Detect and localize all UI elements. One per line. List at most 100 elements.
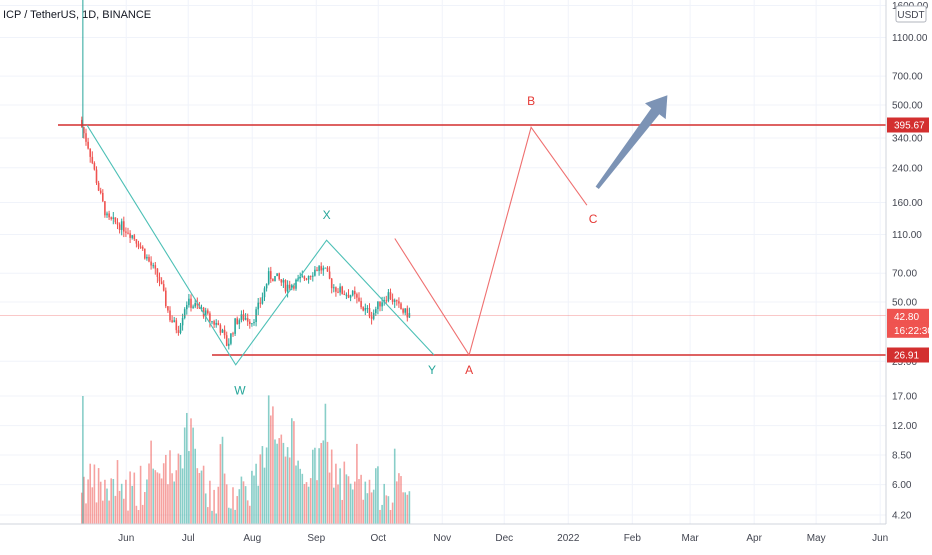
volume-bar (383, 483, 386, 524)
volume-bar (120, 483, 123, 524)
volume-bar (87, 479, 89, 524)
price-axis[interactable]: 1600.001100.00700.00500.00340.00240.0016… (892, 1, 929, 522)
candle-body (219, 325, 222, 333)
x-tick-label: Nov (433, 533, 451, 544)
volume-bar (234, 509, 236, 524)
wave-label-b: B (527, 94, 535, 108)
candle-body (301, 276, 304, 278)
x-tick-label: Jul (182, 533, 195, 544)
candle-body (341, 286, 344, 294)
volume-bar (261, 446, 264, 524)
candle-body (85, 133, 87, 142)
volume-bar (305, 482, 308, 524)
candle-body (312, 275, 314, 277)
price-tag-box (887, 322, 929, 338)
candle-body (246, 318, 249, 322)
y-tick-label: 340.00 (892, 133, 923, 144)
candle-body (288, 284, 291, 289)
volume-bar (400, 476, 402, 524)
candle-body (404, 308, 407, 313)
y-tick-label: 50.00 (892, 297, 917, 308)
volume-bar (267, 395, 270, 524)
price-tag-label: 42.80 (894, 312, 919, 323)
candle-body (108, 213, 110, 218)
price-tag-label: 26.91 (894, 351, 919, 362)
volume-bar (236, 496, 239, 524)
drawings: W X Y A B C (0, 94, 886, 397)
price-tag-box (887, 347, 929, 363)
volume-bar (102, 500, 104, 524)
candle-body (114, 217, 117, 223)
volume-bar (221, 436, 224, 524)
candle-body (372, 313, 375, 319)
volume-bar (274, 439, 276, 524)
volume-bar (183, 427, 186, 524)
currency-badge[interactable]: USDT (895, 5, 927, 23)
candle-body (154, 265, 157, 269)
volume-bar (194, 448, 197, 524)
candle-body (318, 266, 320, 271)
volume-bar (368, 479, 371, 524)
volume-bar (265, 447, 268, 524)
candle-body (316, 269, 318, 271)
candle-body (274, 276, 276, 282)
volume-bar (251, 470, 253, 524)
candle-body (183, 309, 186, 318)
candle-body (192, 306, 194, 308)
volume-bar (322, 440, 325, 524)
candle-body (251, 323, 253, 325)
time-axis[interactable]: Jun Jul Aug Sep Oct Nov Dec 2022 Feb Mar Apr May Jun (118, 533, 888, 544)
candle-body (368, 308, 371, 317)
candle-body (358, 297, 360, 301)
volume-bar (337, 484, 339, 524)
volume-bar (364, 481, 367, 524)
volume-bar (118, 490, 121, 524)
candle-body (146, 256, 148, 259)
volume-bar (345, 474, 348, 524)
volume-bar (280, 434, 283, 524)
volume-bar (219, 444, 222, 524)
volume-bar (177, 453, 180, 524)
candle-body (364, 308, 367, 311)
volume-bar (324, 403, 327, 524)
y-tick-label: 240.00 (892, 163, 923, 174)
volume-bar (335, 463, 337, 524)
volume-bar (123, 498, 125, 524)
volume-bar (230, 508, 232, 524)
x-tick-label: 2022 (557, 533, 580, 544)
candle-body (349, 295, 352, 298)
candle-body (351, 290, 354, 296)
x-tick-label: Mar (682, 533, 700, 544)
candle-body (354, 290, 356, 295)
candle-body (242, 314, 245, 320)
volume-bar (244, 486, 247, 524)
volume-bar (408, 491, 411, 524)
volume-bar (360, 474, 362, 524)
y-tick-label: 12.00 (892, 421, 917, 432)
x-tick-label: Jun (872, 533, 888, 544)
candle-body (173, 320, 176, 322)
volume-bar (259, 454, 262, 524)
candle-body (141, 246, 144, 249)
x-tick-label: Oct (370, 533, 386, 544)
price-tag-box (887, 308, 929, 324)
candle-body (278, 273, 281, 280)
price-tags: 395.67 42.80 16:22:30 26.91 (887, 117, 932, 363)
volume-bar (366, 493, 369, 524)
wave-label-a: A (465, 363, 473, 377)
candle-body (123, 221, 125, 232)
volume-bar (314, 447, 316, 524)
candle-body (400, 303, 402, 310)
price-tag-box (887, 117, 929, 133)
candle-body (322, 267, 325, 271)
volume-bar (255, 463, 257, 524)
candle-body (217, 323, 220, 326)
volume-bar (217, 486, 220, 524)
candle-body (171, 320, 173, 322)
volume-bar (293, 421, 295, 524)
volume-bar (131, 485, 134, 524)
volume-bar (154, 470, 157, 524)
volume-bar (112, 478, 115, 524)
